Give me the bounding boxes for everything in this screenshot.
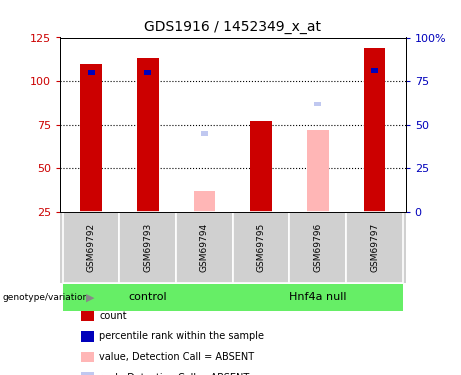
Bar — [233, 212, 290, 283]
Text: GSM69793: GSM69793 — [143, 223, 152, 272]
Text: GSM69794: GSM69794 — [200, 223, 209, 272]
Text: GSM69797: GSM69797 — [370, 223, 379, 272]
Bar — [233, 284, 403, 310]
Text: value, Detection Call = ABSENT: value, Detection Call = ABSENT — [99, 352, 254, 362]
Text: ▶: ▶ — [86, 292, 95, 302]
Bar — [201, 131, 208, 136]
Bar — [63, 284, 233, 310]
Bar — [250, 121, 272, 212]
Text: rank, Detection Call = ABSENT: rank, Detection Call = ABSENT — [99, 373, 249, 375]
Bar — [63, 212, 119, 283]
Bar — [119, 212, 176, 283]
Text: control: control — [129, 292, 167, 302]
Bar — [314, 102, 321, 106]
Bar — [176, 212, 233, 283]
Text: GSM69795: GSM69795 — [257, 223, 266, 272]
Bar — [371, 69, 378, 73]
Text: genotype/variation: genotype/variation — [2, 292, 89, 302]
Bar — [364, 48, 385, 212]
Bar — [80, 64, 102, 212]
Bar — [144, 70, 151, 75]
Text: count: count — [99, 311, 127, 321]
Text: GSM69796: GSM69796 — [313, 223, 322, 272]
Text: GSM69792: GSM69792 — [87, 223, 95, 272]
Bar — [346, 212, 403, 283]
Bar — [88, 70, 95, 75]
Title: GDS1916 / 1452349_x_at: GDS1916 / 1452349_x_at — [144, 20, 321, 34]
Bar — [307, 130, 329, 212]
Bar — [290, 212, 346, 283]
Text: percentile rank within the sample: percentile rank within the sample — [99, 332, 264, 341]
Text: Hnf4a null: Hnf4a null — [289, 292, 347, 302]
Bar — [194, 191, 215, 212]
Bar — [137, 58, 159, 212]
